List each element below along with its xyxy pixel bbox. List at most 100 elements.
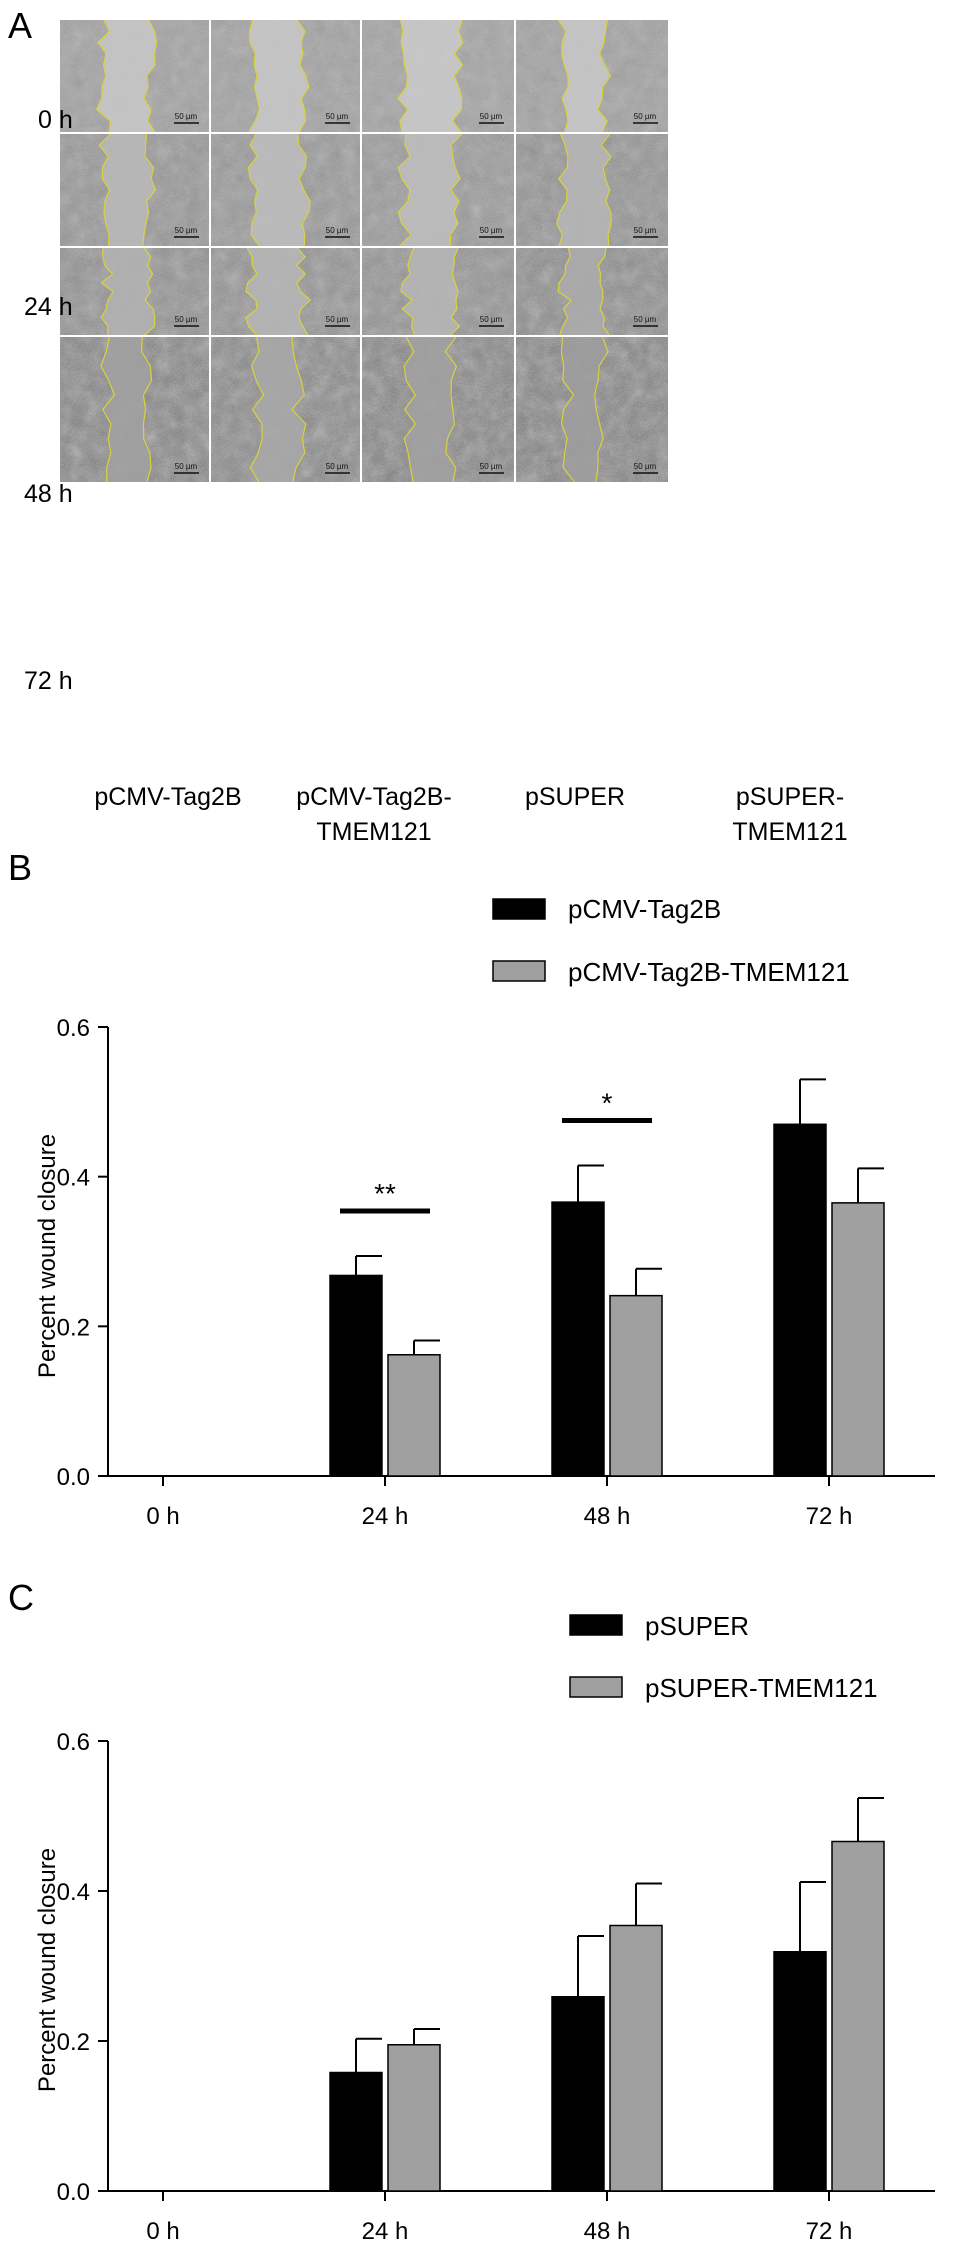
x-tick-label: 0 h: [146, 2218, 179, 2245]
group-label-1-line2: TMEM121: [316, 818, 431, 846]
chart-c-ylabel: Percent wound closure: [34, 1848, 61, 2092]
wound-edge-left: [248, 20, 261, 132]
wound-edge-left: [400, 248, 415, 335]
time-label-0: 0 h: [38, 106, 73, 134]
time-label-1: 24 h: [24, 293, 73, 321]
scale-bar-label: 50 µm: [480, 462, 503, 471]
legend-b-swatch-0: [492, 898, 546, 920]
scale-bar-label: 50 µm: [634, 462, 657, 471]
wound-gap: [101, 337, 152, 482]
scale-bar-label: 50 µm: [480, 315, 503, 324]
micrograph-tile: 50 µm: [60, 134, 209, 246]
wound-edge-right: [600, 134, 612, 246]
legend-c-swatch-0: [569, 1614, 623, 1636]
bar: [387, 2044, 441, 2192]
wound-edge-right: [594, 337, 609, 482]
scale-bar-label: 50 µm: [175, 315, 198, 324]
micrograph-grid: 50 µm 50 µm 50 µm 50 µm 50 µm 50 µm 50 µm 50 µm…: [60, 20, 668, 482]
bar: [831, 1202, 885, 1477]
group-label-3-line2: TMEM121: [732, 818, 847, 846]
wound-gap: [99, 134, 156, 246]
scale-bar-label: 50 µm: [326, 462, 349, 471]
group-label-3-line1: pSUPER-: [736, 783, 844, 811]
bar: [773, 1123, 827, 1477]
wound-edge-left: [397, 134, 413, 246]
wound-edge-left: [247, 134, 260, 246]
y-tick-label: 0.4: [57, 1165, 90, 1192]
bar: [329, 2071, 383, 2192]
chart-b: pCMV-Tag2B pCMV-Tag2B-TMEM121 Percent wo…: [34, 894, 935, 1530]
micrograph-tile: 50 µm: [60, 248, 209, 335]
micrograph-tile: 50 µm: [60, 337, 209, 482]
wound-edge-right: [451, 20, 464, 132]
scale-bar-label: 50 µm: [480, 112, 503, 121]
bar: [609, 1294, 663, 1477]
micrograph-tile: 50 µm: [211, 134, 360, 246]
micrograph-tile: 50 µm: [362, 134, 514, 246]
bar: [551, 1201, 605, 1477]
micrograph-tile: 50 µm: [516, 20, 668, 132]
scale-bar-label: 50 µm: [634, 112, 657, 121]
wound-edge-right: [143, 20, 158, 132]
y-tick-label: 0.4: [57, 1879, 90, 1906]
wound-edge-right: [140, 337, 153, 482]
wound-edge-right: [449, 134, 463, 246]
micrograph-tile: 50 µm: [211, 20, 360, 132]
wound-edge-right: [444, 337, 458, 482]
bar: [831, 1840, 885, 2192]
scale-bar-label: 50 µm: [634, 315, 657, 324]
wound-gap: [96, 20, 157, 132]
x-tick-label: 24 h: [362, 1503, 409, 1530]
wound-edge-right: [291, 337, 307, 482]
wound-edge-right: [597, 20, 611, 132]
bar: [387, 1354, 441, 1477]
wound-gap: [250, 337, 306, 482]
group-label-2: pSUPER: [525, 783, 625, 811]
micrograph-tile: 50 µm: [60, 20, 209, 132]
bar: [329, 1274, 383, 1477]
y-tick-label: 0.6: [57, 1729, 90, 1756]
wound-edge-right: [597, 248, 610, 335]
wound-gap: [556, 134, 612, 246]
x-tick-label: 72 h: [806, 1503, 853, 1530]
significance-label: **: [374, 1178, 396, 1209]
wound-gap: [245, 248, 311, 335]
y-tick-label: 0.0: [57, 2179, 90, 2206]
wound-gap: [397, 20, 463, 132]
wound-gap: [561, 337, 608, 482]
group-label-0: pCMV-Tag2B: [94, 783, 241, 811]
bar: [609, 1924, 663, 2192]
wound-edge-right: [297, 134, 311, 246]
micrograph-tile: 50 µm: [362, 20, 514, 132]
wound-edge-right: [295, 248, 312, 335]
wound-edge-left: [557, 20, 569, 132]
group-label-1-line1: pCMV-Tag2B-: [296, 783, 452, 811]
wound-edge-left: [397, 20, 409, 132]
scale-bar-label: 50 µm: [634, 226, 657, 235]
wound-gap: [558, 248, 610, 335]
wound-edge-left: [100, 248, 114, 335]
wound-edge-right: [144, 248, 156, 335]
wound-gap: [558, 20, 611, 132]
scale-bar-label: 50 µm: [480, 226, 503, 235]
wound-gap: [248, 134, 311, 246]
wound-edge-left: [249, 337, 265, 482]
y-tick-label: 0.2: [57, 1314, 90, 1341]
wound-edge-left: [95, 20, 111, 132]
legend-b-label-0: pCMV-Tag2B: [568, 894, 721, 924]
scale-bar-label: 50 µm: [326, 226, 349, 235]
panel-c-letter: C: [8, 1577, 34, 1618]
micrograph-tile: 50 µm: [211, 248, 360, 335]
time-label-3: 72 h: [24, 667, 73, 695]
legend-b-label-1: pCMV-Tag2B-TMEM121: [568, 957, 850, 987]
panel-b-letter: B: [8, 847, 32, 888]
micrograph-tile: 50 µm: [362, 337, 514, 482]
bar: [773, 1951, 827, 2192]
micrograph-tile: 50 µm: [211, 337, 360, 482]
wound-gap: [398, 134, 462, 246]
scale-bar-label: 50 µm: [175, 226, 198, 235]
panel-a-letter: A: [8, 5, 32, 46]
chart-c: pSUPER pSUPER-TMEM121 Percent wound clos…: [34, 1611, 935, 2245]
micrograph-tile: 50 µm: [516, 134, 668, 246]
wound-edge-left: [403, 337, 417, 482]
